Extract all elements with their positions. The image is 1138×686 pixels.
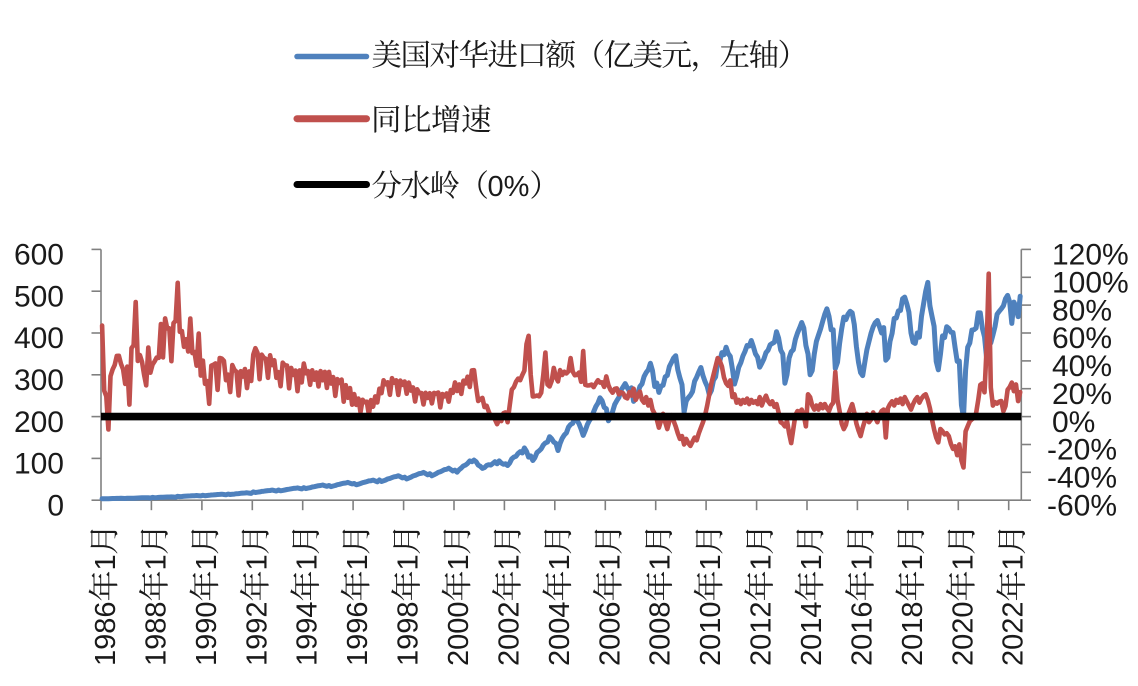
svg-text:1: 1: [645, 554, 677, 570]
svg-text:1: 1: [443, 554, 475, 570]
svg-text:120%: 120%: [1052, 239, 1129, 272]
svg-text:1: 1: [695, 554, 727, 570]
svg-text:1: 1: [796, 554, 828, 570]
svg-text:-60%: -60%: [1047, 489, 1117, 522]
svg-text:2004: 2004: [544, 601, 576, 666]
svg-text:2014: 2014: [796, 601, 828, 666]
svg-text:80%: 80%: [1052, 294, 1112, 327]
svg-text:1: 1: [342, 554, 374, 570]
svg-text:2008: 2008: [645, 601, 677, 666]
svg-text:2010: 2010: [695, 601, 727, 666]
svg-text:2006: 2006: [594, 601, 626, 666]
svg-text:2000: 2000: [443, 601, 475, 666]
svg-text:-20%: -20%: [1047, 434, 1117, 467]
svg-text:1: 1: [140, 554, 172, 570]
svg-text:0%: 0%: [488, 171, 530, 203]
svg-text:1992: 1992: [241, 601, 273, 666]
svg-text:200: 200: [14, 406, 64, 439]
svg-text:1: 1: [241, 554, 273, 570]
svg-text:1: 1: [493, 554, 525, 570]
svg-text:2018: 2018: [897, 601, 929, 666]
svg-text:2022: 2022: [998, 601, 1030, 666]
svg-text:500: 500: [14, 280, 64, 313]
svg-text:1: 1: [746, 554, 778, 570]
svg-text:1988: 1988: [140, 601, 172, 666]
svg-text:1: 1: [897, 554, 929, 570]
svg-text:40%: 40%: [1052, 350, 1112, 383]
svg-text:1986: 1986: [90, 601, 122, 666]
svg-text:20%: 20%: [1052, 378, 1112, 411]
svg-text:1: 1: [594, 554, 626, 570]
svg-text:60%: 60%: [1052, 322, 1112, 355]
svg-text:1: 1: [191, 554, 223, 570]
svg-text:1994: 1994: [292, 601, 324, 666]
svg-text:2016: 2016: [846, 601, 878, 666]
svg-text:600: 600: [14, 239, 64, 272]
svg-text:0: 0: [47, 489, 64, 522]
svg-text:1996: 1996: [342, 601, 374, 666]
svg-text:-40%: -40%: [1047, 462, 1117, 495]
svg-text:300: 300: [14, 364, 64, 397]
svg-text:1998: 1998: [393, 601, 425, 666]
svg-text:1: 1: [393, 554, 425, 570]
svg-text:1: 1: [998, 554, 1030, 570]
svg-text:1: 1: [947, 554, 979, 570]
svg-text:2020: 2020: [947, 601, 979, 666]
svg-text:2002: 2002: [493, 601, 525, 666]
svg-text:1: 1: [544, 554, 576, 570]
svg-text:0%: 0%: [1052, 406, 1095, 439]
svg-text:1: 1: [846, 554, 878, 570]
svg-text:100: 100: [14, 448, 64, 481]
svg-text:400: 400: [14, 322, 64, 355]
svg-text:100%: 100%: [1052, 267, 1129, 300]
svg-text:1: 1: [90, 554, 122, 570]
svg-text:2012: 2012: [746, 601, 778, 666]
svg-text:1: 1: [292, 554, 324, 570]
svg-text:1990: 1990: [191, 601, 223, 666]
